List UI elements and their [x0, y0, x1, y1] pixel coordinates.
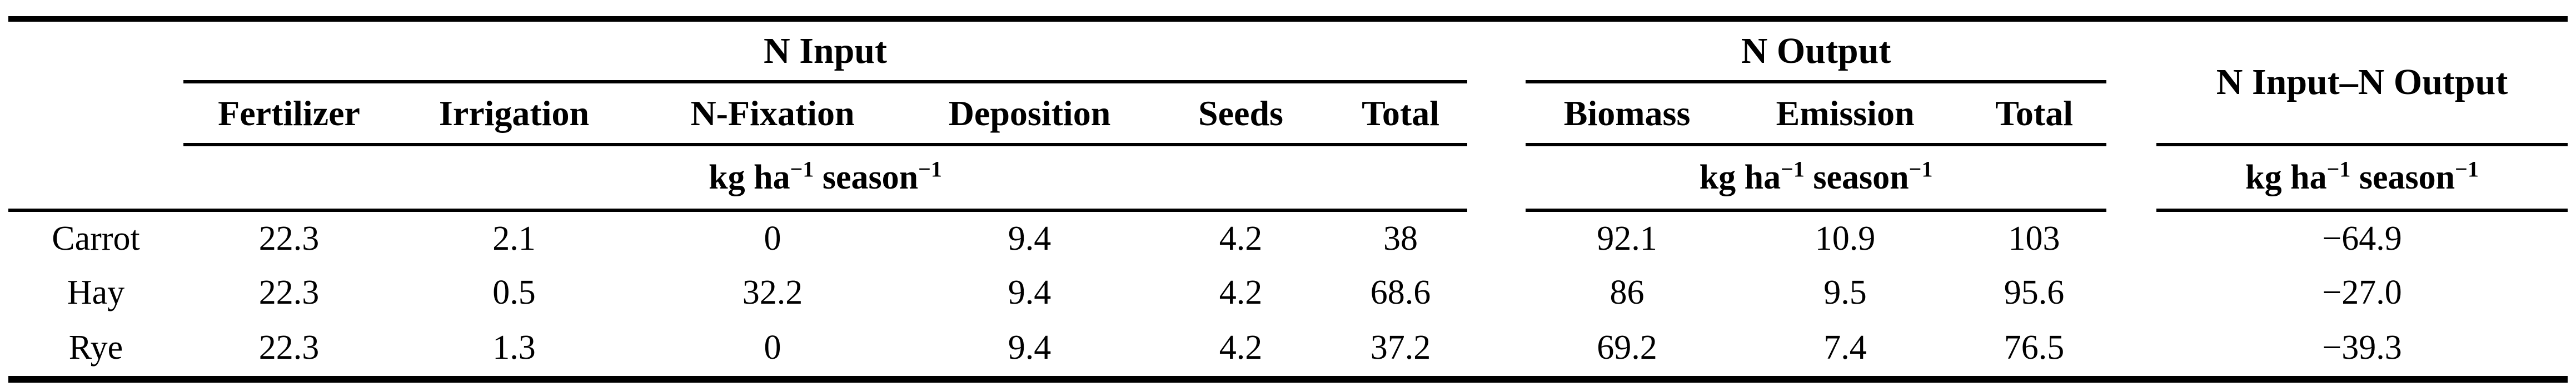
- table-row-rye: Rye 22.3 1.3 0 9.4 4.2 37.2 69.2 7.4 76.…: [8, 320, 2568, 383]
- gutter-cell: [2106, 16, 2157, 82]
- nitrogen-balance-table-wrapper: N Input N Output N Input–N Output Fertil…: [8, 16, 2568, 383]
- row-label: Hay: [67, 274, 125, 311]
- col-header-fertilizer: Fertilizer: [183, 82, 395, 146]
- unit-superscript: −1: [1781, 156, 1805, 181]
- gutter-cell: [1467, 16, 1526, 82]
- unit-label-balance: kg ha−1 season−1: [2156, 145, 2568, 212]
- data-cell-total-input: 38: [1383, 220, 1418, 258]
- col-header-deposition: Deposition: [911, 82, 1148, 146]
- unit-superscript: −1: [918, 156, 942, 181]
- data-cell-fertilizer: 22.3: [258, 220, 320, 258]
- data-cell-emission: 9.5: [1823, 274, 1867, 311]
- data-cell-deposition: 9.4: [1008, 220, 1052, 258]
- gutter-cell: [2106, 320, 2157, 383]
- data-cell-irrigation: 1.3: [395, 320, 634, 383]
- data-cell-biomass: 92.1: [1597, 220, 1657, 258]
- data-cell-total-output: 103: [2008, 220, 2060, 258]
- data-cell-irrigation: 0.5: [492, 274, 536, 311]
- data-cell-deposition: 9.4: [911, 320, 1148, 383]
- data-cell-balance: −27.0: [2322, 274, 2402, 311]
- unit-label-n-input: kg ha−1 season−1: [183, 145, 1468, 212]
- units-row: kg ha−1 season−1 kg ha−1 season−1 kg ha−…: [8, 145, 2568, 212]
- col-header-seeds: Seeds: [1148, 82, 1334, 146]
- table-row-carrot: Carrot 22.3 2.1 0 9.4 4.2 38 92.1 10.9 1…: [8, 210, 2568, 266]
- col-header-n-fixation: N-Fixation: [634, 82, 911, 146]
- col-header-irrigation: Irrigation: [395, 82, 634, 146]
- data-cell-n-fixation: 0: [634, 320, 911, 383]
- corner-blank-cell: [8, 16, 183, 82]
- table-row-hay: Hay 22.3 0.5 32.2 9.4 4.2 68.6 86 9.5 95…: [8, 266, 2568, 320]
- data-cell-seeds: 4.2: [1148, 320, 1334, 383]
- col-header-emission: Emission: [1728, 82, 1962, 146]
- unit-text: kg ha: [1699, 158, 1781, 196]
- data-cell-balance: −39.3: [2156, 320, 2568, 383]
- unit-text: season: [1804, 158, 1909, 196]
- data-cell-seeds: 4.2: [1219, 220, 1263, 258]
- group-header-n-input-minus-n-output: N Input–N Output: [2156, 16, 2568, 146]
- gutter-cell: [2106, 210, 2156, 266]
- data-cell-irrigation: 2.1: [492, 220, 536, 258]
- gutter-cell: [1467, 210, 1526, 266]
- col-header-total-input: Total: [1334, 82, 1468, 146]
- data-cell-seeds: 4.2: [1219, 274, 1263, 311]
- data-cell-biomass: 86: [1610, 274, 1645, 311]
- row-label: Rye: [8, 320, 183, 383]
- label-column-blank-cell: [8, 82, 183, 145]
- group-header-row: N Input N Output N Input–N Output: [8, 16, 2568, 146]
- label-column-blank-cell: [8, 145, 183, 212]
- unit-superscript: −1: [1909, 156, 1933, 181]
- unit-superscript: −1: [2455, 156, 2479, 181]
- unit-superscript: −1: [2326, 156, 2351, 181]
- group-header-n-output: N Output: [1526, 16, 2107, 83]
- col-header-biomass: Biomass: [1526, 82, 1729, 146]
- data-cell-emission: 10.9: [1815, 220, 1876, 258]
- data-cell-balance: −64.9: [2322, 220, 2402, 258]
- data-cell-deposition: 9.4: [1008, 274, 1052, 311]
- data-cell-emission: 7.4: [1728, 320, 1962, 383]
- gutter-cell: [2106, 145, 2156, 210]
- unit-text: kg ha: [2245, 158, 2327, 196]
- data-cell-total-output: 76.5: [1962, 320, 2107, 383]
- data-cell-biomass: 69.2: [1526, 320, 1729, 383]
- column-header-row: Fertilizer Irrigation N-Fixation Deposit…: [8, 82, 2568, 146]
- data-cell-total-input: 68.6: [1370, 274, 1431, 311]
- gutter-cell: [2106, 82, 2156, 145]
- col-header-total-output: Total: [1962, 82, 2107, 146]
- data-cell-total-output: 95.6: [2004, 274, 2065, 311]
- nitrogen-balance-table: N Input N Output N Input–N Output Fertil…: [8, 16, 2568, 383]
- data-cell-total-input: 37.2: [1334, 320, 1468, 383]
- unit-text: season: [2350, 158, 2455, 196]
- data-cell-n-fixation: 32.2: [742, 274, 803, 311]
- gutter-cell: [1467, 82, 1526, 145]
- gutter-cell: [1467, 145, 1526, 210]
- group-header-n-input: N Input: [183, 16, 1468, 83]
- gutter-cell: [1467, 320, 1526, 383]
- gutter-cell: [1467, 266, 1526, 320]
- unit-text: kg ha: [709, 158, 790, 196]
- data-cell-fertilizer: 22.3: [258, 274, 320, 311]
- unit-text: season: [814, 158, 919, 196]
- row-label: Carrot: [52, 220, 140, 258]
- unit-superscript: −1: [790, 156, 814, 181]
- gutter-cell: [2106, 266, 2156, 320]
- unit-label-n-output: kg ha−1 season−1: [1526, 145, 2107, 212]
- data-cell-n-fixation: 0: [764, 220, 781, 258]
- data-cell-fertilizer: 22.3: [183, 320, 395, 383]
